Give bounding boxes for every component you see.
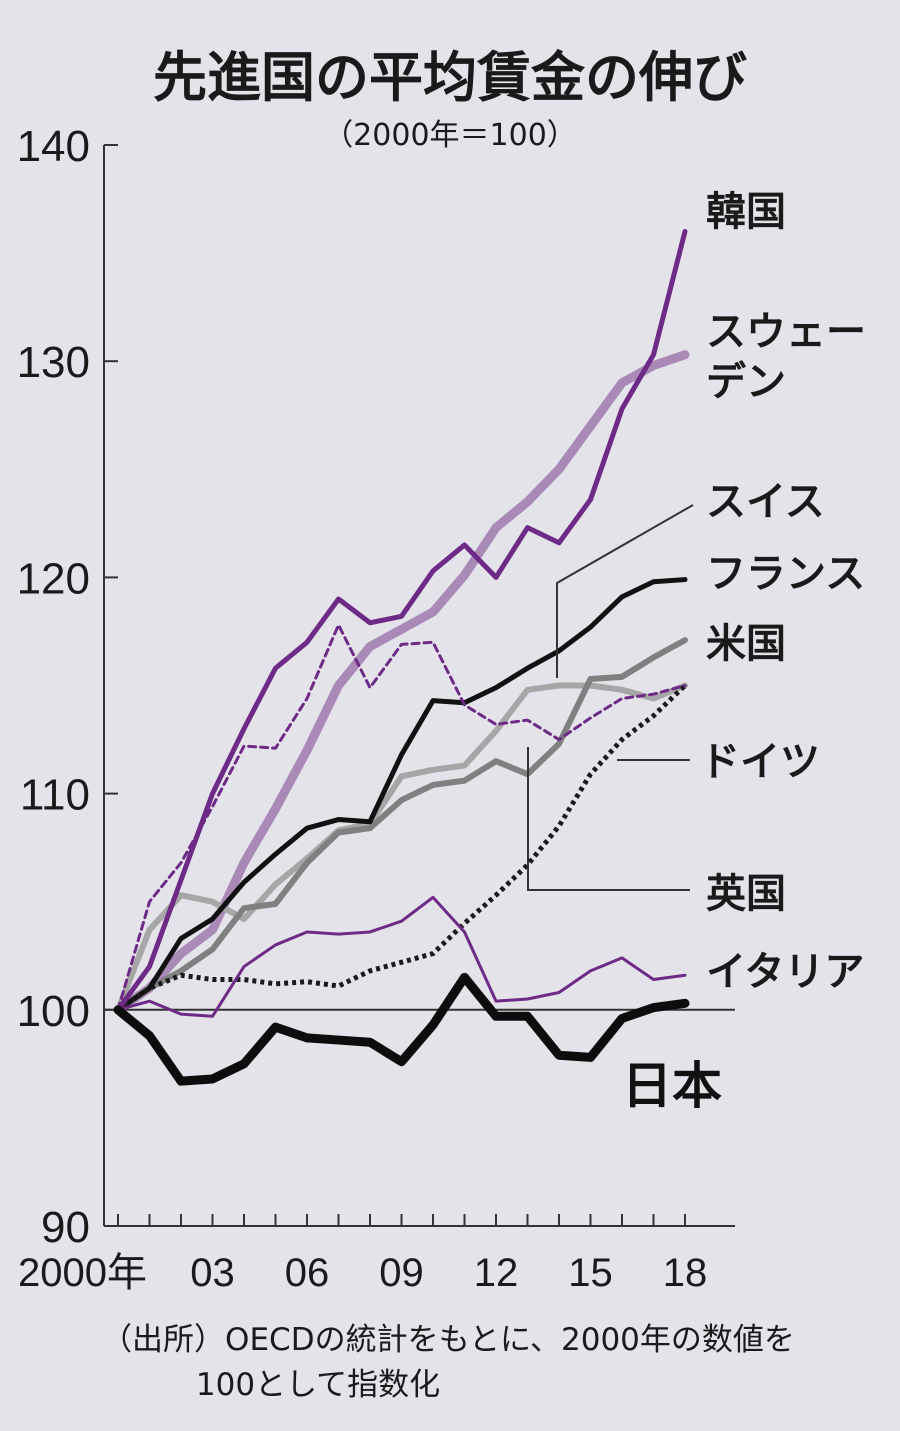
series-line-韓国 <box>115 228 688 1013</box>
x-tick-label-2000: 2000年 <box>18 1251 147 1295</box>
series-line-フランス <box>115 577 688 1013</box>
y-tick-label-130: 130 <box>17 338 90 387</box>
chart-title: 先進国の平均賃金の伸び <box>153 46 747 109</box>
series-line-日本 <box>113 972 690 1086</box>
leader-uk <box>527 747 690 891</box>
source-note: （出所）OECDの統計をもとに、2000年の数値を <box>101 1322 795 1358</box>
series-label-スウェーデン: スウェー <box>706 309 866 355</box>
series-label-日本: 日本 <box>622 1057 722 1115</box>
y-tick-label-90: 90 <box>41 1203 90 1252</box>
series-line-イタリア <box>116 895 687 1018</box>
series-label-イタリア: イタリア <box>706 949 864 995</box>
x-tick-label-2015: 15 <box>568 1251 613 1295</box>
x-tick-label-2006: 06 <box>285 1251 330 1295</box>
axes: 90 100 110 120 130 140 2000年 03 06 09 12 15 18 <box>17 122 735 1295</box>
series-label-英国: 英国 <box>706 871 786 917</box>
series-line-スウェーデン <box>113 350 690 1015</box>
leader-swiss <box>556 504 694 678</box>
x-tick-label-2012: 12 <box>474 1251 519 1295</box>
series-label-スウェーデン-line2: デン <box>706 359 786 405</box>
series-label-韓国: 韓国 <box>706 189 786 235</box>
y-tick-label-140: 140 <box>17 122 90 171</box>
series-label-フランス: フランス <box>706 551 865 597</box>
source-note-line2: 100として指数化 <box>196 1367 440 1403</box>
x-tick-label-2003: 03 <box>190 1251 235 1295</box>
series-label-ドイツ: ドイツ <box>700 739 820 785</box>
series-label-スイス: スイス <box>706 479 825 525</box>
x-tick-label-2009: 09 <box>379 1251 424 1295</box>
x-tick-label-2018: 18 <box>663 1251 708 1295</box>
y-tick-label-110: 110 <box>20 771 90 820</box>
series-label-米国: 米国 <box>706 621 786 667</box>
series-line-米国 <box>115 637 688 1013</box>
leader-lines <box>527 504 694 891</box>
chart-subtitle: （2000年＝100） <box>323 118 577 153</box>
y-tick-label-120: 120 <box>17 554 90 603</box>
series-line-英国 <box>116 623 687 1012</box>
y-tick-label-100: 100 <box>17 987 90 1036</box>
series-layer <box>113 228 690 1086</box>
series-line-ドイツ <box>116 683 687 1012</box>
